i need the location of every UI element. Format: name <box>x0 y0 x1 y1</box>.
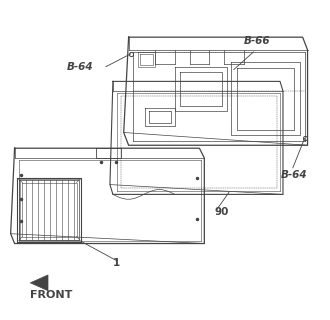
Text: FRONT: FRONT <box>30 290 73 300</box>
Text: 1: 1 <box>113 258 120 268</box>
Text: 90: 90 <box>214 207 229 217</box>
Polygon shape <box>30 275 48 291</box>
Text: B-64: B-64 <box>67 61 93 72</box>
Text: B-64: B-64 <box>281 170 308 180</box>
Text: B-66: B-66 <box>244 36 270 46</box>
